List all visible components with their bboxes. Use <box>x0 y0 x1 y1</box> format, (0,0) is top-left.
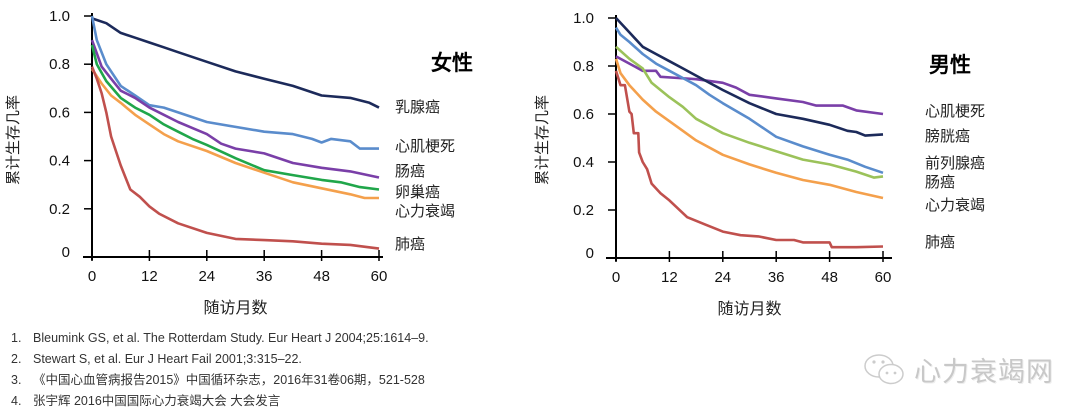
series-label: 心肌梗死 <box>395 137 455 155</box>
reference-1: 1. Bleumink GS, et al. The Rotterdam Stud… <box>11 331 429 345</box>
y-tick-label: 1.0 <box>49 8 70 25</box>
y-tick-label: 0.6 <box>49 104 70 121</box>
x-tick-label: 48 <box>313 268 330 285</box>
x-tick-label: 24 <box>198 268 215 285</box>
series-line <box>90 66 380 250</box>
y-tick-label: 0 <box>62 244 70 261</box>
series-line <box>615 55 884 116</box>
reference-3: 3. 《中国心血管病报告2015》中国循环杂志，2016年31卷06期，521-5… <box>11 373 425 387</box>
x-axis-label: 随访月数 <box>203 298 267 317</box>
series-line <box>90 15 379 150</box>
x-tick-label: 36 <box>256 268 273 285</box>
series-line <box>614 70 884 249</box>
series-label: 心肌梗死 <box>925 102 985 120</box>
y-tick-label: 0 <box>586 245 594 262</box>
series-label: 心力衰竭 <box>925 196 985 214</box>
y-tick-label: 0.6 <box>573 106 594 123</box>
y-tick-label: 0.8 <box>49 56 70 73</box>
x-tick-label: 0 <box>612 269 620 286</box>
series-label: 卵巢癌 <box>395 183 440 201</box>
x-tick-label: 0 <box>88 268 96 285</box>
series-line <box>615 45 884 179</box>
x-tick-label: 60 <box>875 269 892 286</box>
series-label: 肺癌 <box>925 233 955 251</box>
x-tick-label: 36 <box>768 269 785 286</box>
y-tick-label: 0.2 <box>573 202 594 219</box>
y-axis-label: 累计生存几率 <box>4 95 22 185</box>
y-axis-label: 累计生存几率 <box>533 95 551 185</box>
series-line <box>91 17 380 109</box>
wechat-icon <box>864 353 904 384</box>
y-tick-label: 0.2 <box>49 201 70 218</box>
y-tick-label: 0.4 <box>49 153 70 170</box>
x-tick-label: 60 <box>371 268 388 285</box>
x-tick-label: 24 <box>714 269 731 286</box>
watermark: 心力衰竭网 <box>862 350 1054 389</box>
chart-title: 女性 <box>431 51 473 75</box>
x-axis-label: 随访月数 <box>717 299 781 318</box>
series-label: 肠癌 <box>925 173 955 191</box>
series-line <box>90 44 380 191</box>
series-label: 肠癌 <box>395 162 425 180</box>
series-line <box>615 17 884 137</box>
x-tick-label: 12 <box>661 269 678 286</box>
x-tick-label: 48 <box>821 269 838 286</box>
y-tick-label: 0.4 <box>573 154 594 171</box>
chart-title: 男性 <box>929 53 971 77</box>
series-label: 肺癌 <box>395 235 425 253</box>
series-line <box>614 58 884 200</box>
references: 1. Bleumink GS, et al. The Rotterdam Stud… <box>11 328 429 412</box>
y-tick-label: 0.8 <box>573 58 594 75</box>
reference-4: 4. 张宇辉 2016中国国际心力衰竭大会 大会发言 <box>11 394 281 408</box>
x-tick-label: 12 <box>141 268 158 285</box>
series-label: 膀胱癌 <box>925 127 970 145</box>
series-line <box>614 26 884 175</box>
series-label: 乳腺癌 <box>395 98 440 116</box>
y-tick-label: 1.0 <box>573 10 594 27</box>
series-label: 心力衰竭 <box>395 202 455 220</box>
series-line <box>90 39 380 179</box>
reference-2: 2. Stewart S, et al. Eur J Heart Fail 200… <box>11 352 302 366</box>
series-label: 前列腺癌 <box>925 154 985 172</box>
series-line <box>90 68 379 200</box>
